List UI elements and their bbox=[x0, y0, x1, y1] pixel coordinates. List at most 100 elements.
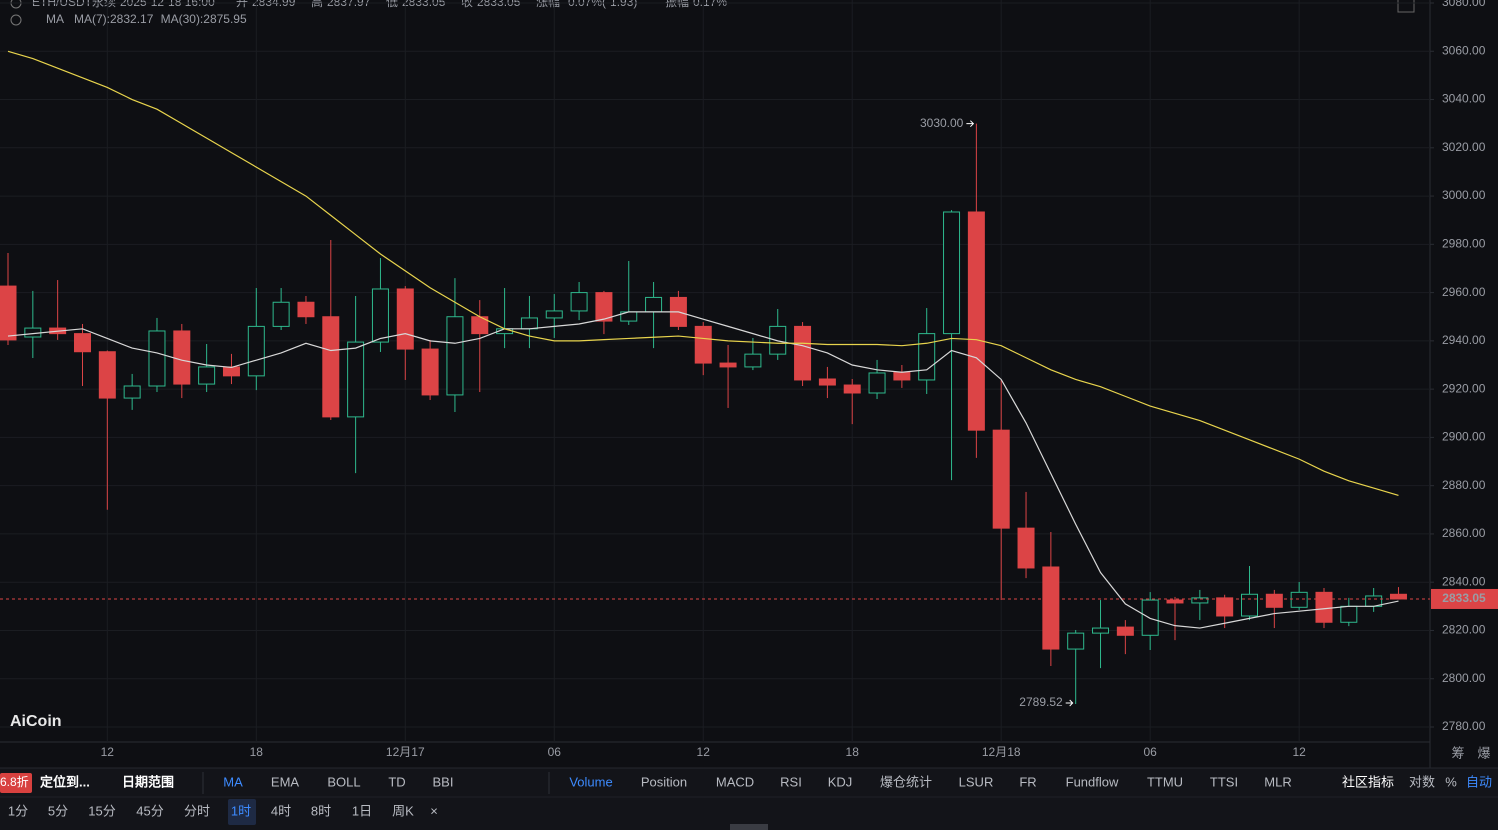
price-tag bbox=[1431, 588, 1498, 609]
watermark: AiCoin bbox=[10, 713, 62, 730]
interval[interactable]: 4时 bbox=[271, 803, 291, 818]
interval[interactable]: 1分 bbox=[8, 803, 28, 818]
stat-label: 收 bbox=[461, 0, 473, 9]
option[interactable]: % bbox=[1445, 774, 1457, 789]
stat-value: 2834.99 bbox=[252, 0, 296, 9]
stat-value: 2837.97 bbox=[327, 0, 371, 9]
x-tick-label: 06 bbox=[1144, 745, 1158, 759]
candle-body bbox=[421, 348, 439, 396]
ma-line bbox=[7, 50, 1399, 497]
indicator-tab[interactable]: 爆仓统计 bbox=[880, 774, 932, 789]
option[interactable]: 对数 bbox=[1409, 774, 1435, 789]
candle-body bbox=[1241, 593, 1258, 617]
x-tick-label: 12 bbox=[1292, 745, 1306, 759]
indicator-name: MA bbox=[46, 12, 64, 26]
axis-corner[interactable]: 筹 bbox=[1451, 745, 1464, 760]
candle-body bbox=[1017, 527, 1035, 569]
stat-label: 低 bbox=[386, 0, 398, 9]
interval[interactable]: 5分 bbox=[48, 803, 68, 818]
indicator-tab[interactable]: Position bbox=[641, 774, 687, 789]
y-tick-label: 3000.00 bbox=[1442, 188, 1486, 202]
x-tick-label: 18 bbox=[250, 745, 264, 759]
candle-body bbox=[1389, 593, 1407, 600]
candle-body bbox=[595, 292, 613, 322]
indicator-tab[interactable]: LSUR bbox=[959, 774, 994, 789]
candle-body bbox=[645, 296, 663, 313]
candle-body bbox=[967, 211, 985, 431]
indicator-tab[interactable]: BOLL bbox=[327, 774, 360, 789]
candle-body bbox=[943, 211, 961, 335]
y-tick-label: 2960.00 bbox=[1442, 285, 1486, 299]
interval[interactable]: 8时 bbox=[311, 803, 331, 818]
indicator-tab[interactable]: TTSI bbox=[1210, 774, 1238, 789]
candle-body bbox=[818, 378, 836, 386]
candle-body bbox=[1067, 632, 1085, 650]
stat-value: -0.07%(-1.93) bbox=[564, 0, 637, 9]
collapse-icon[interactable] bbox=[10, 14, 22, 26]
axis-corner[interactable]: 爆 bbox=[1477, 745, 1490, 760]
candle-body bbox=[1216, 597, 1234, 617]
indicator-tab[interactable]: MLR bbox=[1264, 774, 1291, 789]
legend-entry: MA(7):2832.17 bbox=[74, 12, 154, 26]
indicator-tab[interactable]: EMA bbox=[271, 774, 300, 789]
indicator-tab[interactable]: RSI bbox=[780, 774, 802, 789]
candle-body bbox=[98, 351, 116, 399]
community[interactable]: 社区指标 bbox=[1342, 774, 1394, 789]
ma-line bbox=[7, 311, 1399, 629]
candle-body bbox=[520, 317, 538, 330]
candle-body bbox=[992, 429, 1010, 529]
interval[interactable]: 45分 bbox=[136, 803, 163, 818]
settings-icon[interactable] bbox=[1397, 0, 1415, 13]
badge-bg bbox=[0, 773, 32, 793]
candle-body bbox=[868, 372, 886, 394]
x-tick-label: 06 bbox=[548, 745, 562, 759]
badge[interactable]: 6.8折 bbox=[0, 774, 29, 789]
stat-label: 涨幅 bbox=[536, 0, 560, 9]
indicator-tab[interactable]: FR bbox=[1019, 774, 1036, 789]
y-tick-label: 2980.00 bbox=[1442, 237, 1486, 251]
interval[interactable]: 15分 bbox=[88, 803, 115, 818]
x-tick-label: 18 bbox=[846, 745, 860, 759]
y-tick-label: 2940.00 bbox=[1442, 333, 1486, 347]
y-tick-label: 3060.00 bbox=[1442, 43, 1486, 57]
header-time: 2025-12-18 16:00 bbox=[120, 0, 215, 9]
candle-body bbox=[396, 288, 414, 350]
indicator-tab[interactable]: KDJ bbox=[828, 774, 853, 789]
candle-body bbox=[322, 316, 340, 418]
interval[interactable]: 1时 bbox=[231, 803, 251, 818]
candle-body bbox=[1116, 626, 1134, 636]
candle-body bbox=[1315, 591, 1333, 623]
active-interval-bg bbox=[228, 799, 256, 825]
x-tick-label: 12月18 bbox=[982, 745, 1021, 759]
stat-label: 高 bbox=[311, 0, 323, 9]
candle-body bbox=[0, 285, 17, 341]
candle-body bbox=[1191, 597, 1209, 604]
price-label: 2833.05 bbox=[1442, 591, 1486, 605]
candle-body bbox=[843, 384, 861, 394]
candle-body bbox=[1340, 605, 1358, 623]
locate[interactable]: 定位到... bbox=[39, 774, 90, 789]
interval[interactable]: 1日 bbox=[352, 803, 372, 818]
close[interactable]: × bbox=[430, 803, 438, 818]
indicator-tab[interactable]: TD bbox=[388, 774, 405, 789]
x-tick-label: 12 bbox=[101, 745, 115, 759]
indicator-tab[interactable]: MACD bbox=[716, 774, 754, 789]
indicator-tab[interactable]: TTMU bbox=[1147, 774, 1183, 789]
candle-body bbox=[1290, 591, 1308, 608]
indicator-tab[interactable]: BBI bbox=[433, 774, 454, 789]
date-range[interactable]: 日期范围 bbox=[122, 774, 174, 789]
drag-handle[interactable] bbox=[730, 824, 768, 830]
indicator-tab[interactable]: Fundflow bbox=[1066, 774, 1119, 789]
interval[interactable]: 周K bbox=[392, 803, 414, 818]
candle-body bbox=[73, 333, 91, 353]
interval[interactable]: 分时 bbox=[184, 803, 210, 818]
candle-body bbox=[794, 325, 812, 381]
candle-body bbox=[1092, 627, 1110, 634]
candle-body bbox=[1042, 566, 1060, 650]
option[interactable]: 自动 bbox=[1466, 774, 1492, 789]
y-tick-label: 2840.00 bbox=[1442, 574, 1486, 588]
indicator-tab[interactable]: MA bbox=[223, 774, 243, 789]
y-tick-label: 3040.00 bbox=[1442, 92, 1486, 106]
indicator-tab[interactable]: Volume bbox=[569, 774, 612, 789]
